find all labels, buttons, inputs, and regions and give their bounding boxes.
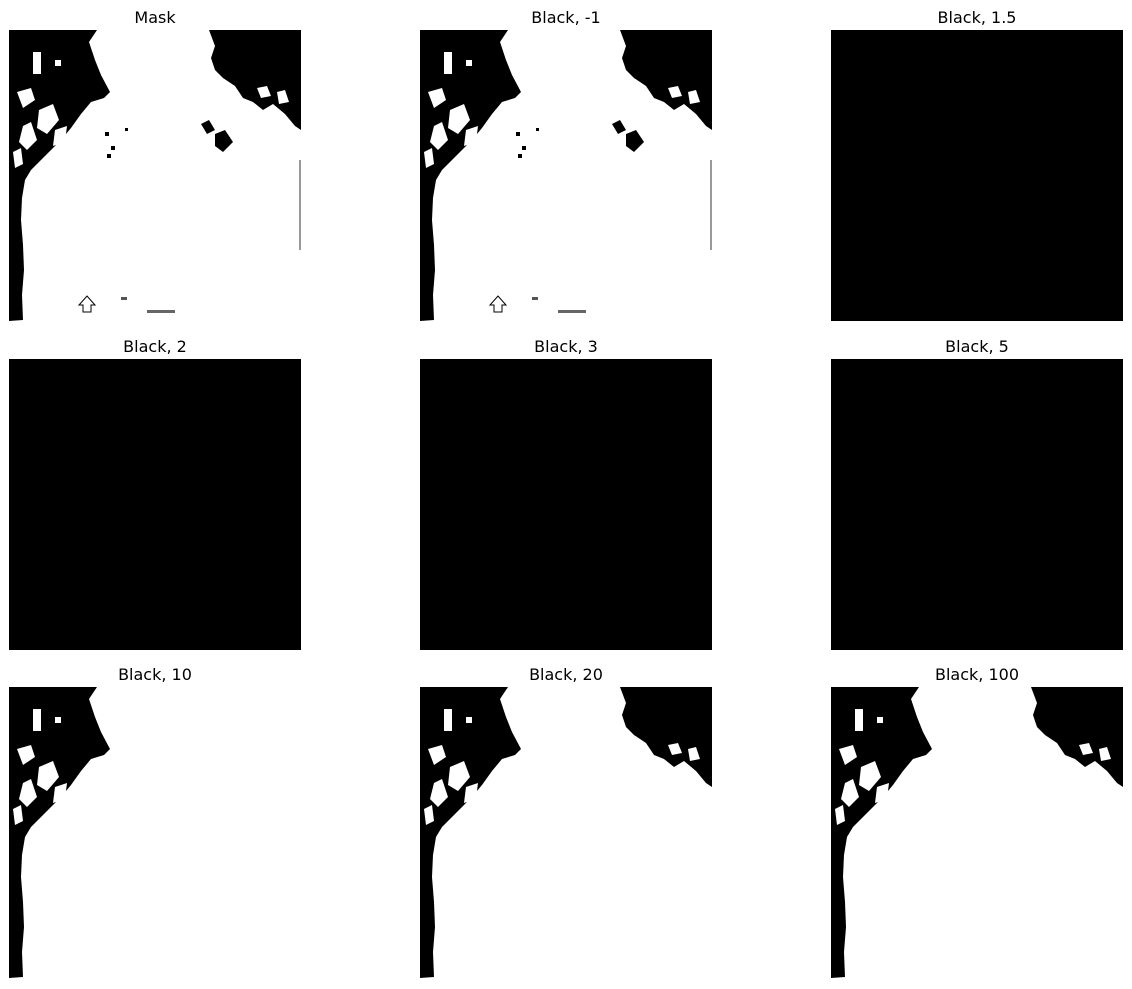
panel-title: Black, 10 xyxy=(118,665,192,684)
black-image xyxy=(831,30,1123,321)
panel-title: Mask xyxy=(134,8,176,27)
mask-image xyxy=(831,687,1123,978)
black-image xyxy=(420,359,712,650)
panel-title: Black, 5 xyxy=(945,337,1009,356)
panel-title: Black, -1 xyxy=(531,8,601,27)
panel-title: Black, 3 xyxy=(534,337,598,356)
mask-image xyxy=(9,687,301,978)
panel-title: Black, 1.5 xyxy=(937,8,1017,27)
mask-image xyxy=(420,687,712,978)
panel-title: Black, 100 xyxy=(935,665,1019,684)
mask-image xyxy=(9,30,301,321)
black-image xyxy=(9,359,301,650)
panel-title: Black, 20 xyxy=(529,665,603,684)
panel-title: Black, 2 xyxy=(123,337,187,356)
black-image xyxy=(831,359,1123,650)
mask-image xyxy=(420,30,712,321)
